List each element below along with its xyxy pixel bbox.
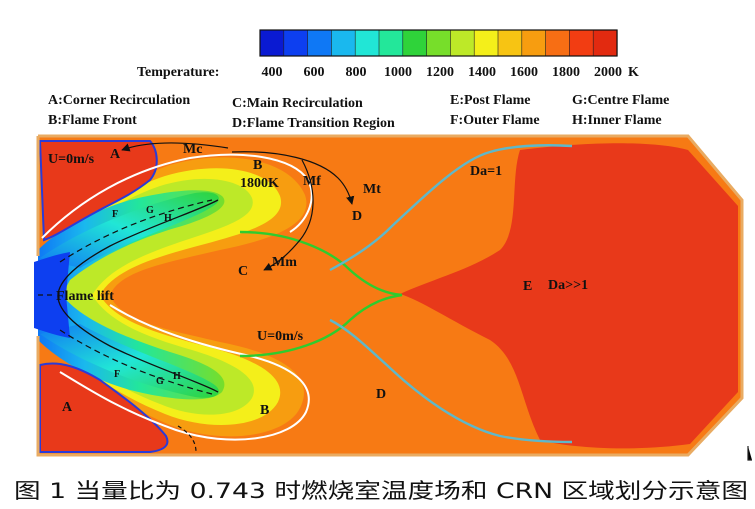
colorbar-tick-labels: 400 600 800 1000 1200 1400 1600 1800 2000	[262, 65, 623, 80]
legend: A:Corner Recirculation B:Flame Front C:M…	[48, 93, 669, 131]
colorbar-cell	[378, 29, 404, 57]
axis-tick	[747, 446, 752, 461]
label-da-high: Da>>1	[548, 278, 588, 293]
label-Mt: Mt	[363, 182, 381, 197]
colorbar-tick-label: 800	[346, 65, 367, 80]
label-F-top: F	[112, 209, 118, 220]
colorbar-cell	[283, 29, 309, 57]
label-B-top: B	[253, 158, 262, 173]
stream-Mt	[231, 151, 355, 205]
colorbar-tick-label: 2000	[594, 65, 622, 80]
label-A-top: A	[110, 147, 121, 162]
colorbar-tick-label: 1200	[426, 65, 454, 80]
combustor-field	[34, 134, 752, 461]
da1-line-top	[329, 144, 573, 272]
flame-line-bottom	[59, 329, 213, 395]
label-G-top: G	[146, 205, 154, 216]
legend-F: F:Outer Flame	[450, 113, 540, 128]
colorbar-cell	[426, 29, 452, 57]
label-H-bottom: H	[173, 371, 181, 382]
colorbar-cell	[331, 29, 356, 57]
label-G-bottom: G	[156, 376, 164, 387]
legend-E: E:Post Flame	[450, 93, 530, 108]
annotations: U=0m/s A Mc B 1800K Mf Mt D F G H C Mm F…	[48, 142, 588, 418]
chamber-frame	[36, 134, 744, 457]
colorbar-cell	[259, 29, 285, 57]
legend-C: C:Main Recirculation	[232, 96, 363, 111]
label-flame-lift: Flame lift	[56, 289, 114, 304]
isotherm-1800k-bottom	[59, 304, 310, 441]
jet-arm-top	[40, 192, 219, 268]
boundary-green	[239, 230, 403, 358]
colorbar-tick-label: 1800	[552, 65, 580, 80]
flame-line-top	[59, 199, 213, 263]
colorbar-cell	[402, 29, 428, 57]
label-u0-mid: U=0m/s	[257, 329, 304, 344]
stream-Mm	[263, 159, 314, 271]
label-1800k: 1800K	[240, 176, 279, 191]
colorbar-cell	[307, 29, 333, 57]
label-D-top: D	[352, 209, 362, 224]
colorbar-cells	[259, 29, 618, 57]
flame-lift-outline	[57, 199, 219, 393]
colorbar-cell	[569, 29, 594, 57]
label-Mf: Mf	[303, 174, 321, 189]
colorbar: Temperature: 400 600 800 1000 1200 1400 1600 18…	[137, 29, 639, 80]
colorbar-label: Temperature:	[137, 65, 219, 80]
corner-recirculation-top	[38, 140, 158, 242]
colorbar-tick-label: 1600	[510, 65, 538, 80]
colorbar-unit: K	[628, 65, 639, 80]
label-D-bottom: D	[376, 387, 386, 402]
colorbar-cell	[545, 29, 570, 57]
label-Mc: Mc	[183, 142, 202, 157]
colorbar-cell	[473, 29, 499, 57]
stream-corner-bottom	[177, 425, 197, 453]
label-u0-top: U=0m/s	[48, 152, 95, 167]
legend-G: G:Centre Flame	[572, 93, 669, 108]
legend-H: H:Inner Flame	[572, 113, 662, 128]
label-da-low: Da=1	[470, 164, 502, 179]
colorbar-cell	[354, 29, 380, 57]
colorbar-tick-label: 1000	[384, 65, 412, 80]
legend-A: A:Corner Recirculation	[48, 93, 190, 108]
legend-D: D:Flame Transition Region	[232, 116, 395, 131]
colorbar-tick-label: 1400	[468, 65, 496, 80]
da1-line-bottom	[329, 318, 573, 444]
label-F-bottom: F	[114, 369, 120, 380]
jet-arm-bottom	[40, 324, 219, 398]
label-B-bottom: B	[260, 403, 269, 418]
figure-caption: 图 1 当量比为 0.743 时燃烧室温度场和 CRN 区域划分示意图	[14, 479, 748, 503]
post-flame-zone	[400, 143, 738, 449]
label-H-top: H	[164, 213, 172, 224]
label-A-bottom: A	[62, 400, 73, 415]
label-Mm: Mm	[272, 255, 297, 270]
colorbar-tick-label: 600	[304, 65, 325, 80]
corner-recirculation-bottom	[39, 362, 169, 453]
colorbar-cell	[521, 29, 547, 57]
stream-Mc	[121, 142, 229, 152]
label-C: C	[238, 264, 248, 279]
colorbar-cell	[497, 29, 523, 57]
colorbar-frame	[259, 29, 618, 57]
colorbar-tick-label: 400	[262, 65, 283, 80]
colorbar-cell	[450, 29, 475, 57]
label-E: E	[523, 279, 532, 294]
isotherm-1800k	[41, 153, 313, 239]
legend-B: B:Flame Front	[48, 113, 137, 128]
colorbar-cell	[592, 29, 618, 57]
